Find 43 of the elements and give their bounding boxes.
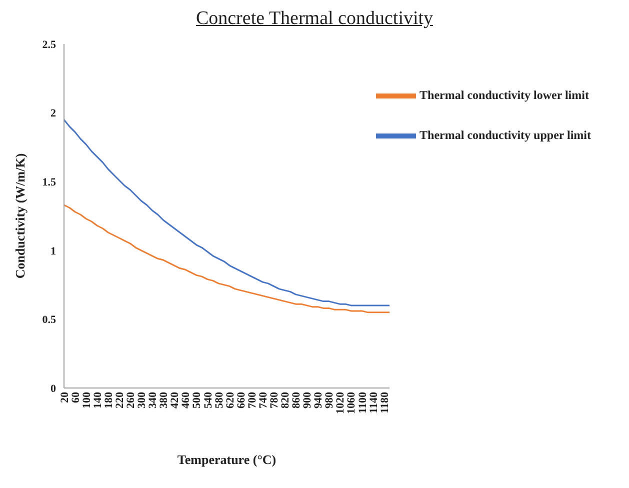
legend-label: Thermal conductivity upper limit [420,128,591,142]
y-axis-title: Conductivity (W/m/K) [12,153,28,279]
x-tick-label: 1140 [368,392,380,414]
x-tick-label: 380 [158,392,170,408]
x-tick-label: 660 [235,392,248,408]
x-tick-label: 1020 [334,392,347,414]
x-tick-label: 780 [268,392,280,408]
x-tick-label: 500 [191,392,204,408]
legend-label: Thermal conductivity lower limit [420,88,589,102]
x-tick-label: 460 [180,392,192,408]
chart-title: Concrete Thermal conductivity [194,8,434,30]
x-tick-label: 180 [102,392,115,408]
x-axis-title: Temperature (°C) [177,452,276,467]
x-tick-label: 220 [114,392,126,408]
x-tick-label: 420 [169,392,182,408]
x-tick-label: 700 [246,392,258,408]
y-tick-label: 2.5 [42,38,56,51]
x-tick-label: 580 [213,392,226,408]
y-tick-label: 0.5 [42,314,56,326]
x-tick-label: 340 [147,392,160,408]
x-tick-label: 1180 [378,392,391,414]
y-tick-label: 1 [50,245,56,258]
line-series [63,204,390,314]
x-tick-label: 1100 [356,392,369,414]
line-series [63,118,390,306]
x-tick-label: 900 [302,392,314,408]
x-tick-label: 260 [125,392,138,408]
x-tick-label: 140 [92,392,104,408]
y-tick-label: 2 [50,108,56,120]
x-tick-label: 980 [324,392,336,408]
x-tick-label: 860 [290,392,303,408]
y-tick-label: 0 [50,382,56,395]
x-tick-label: 20 [58,392,71,403]
x-tick-label: 620 [224,392,236,408]
x-tick-label: 540 [202,392,214,408]
x-tick-label: 820 [280,392,292,408]
x-tick-label: 740 [257,392,270,408]
x-tick-label: 300 [136,392,148,408]
x-tick-label: 1060 [346,392,358,414]
x-tick-label: 100 [80,392,93,408]
y-tick-label: 1.5 [42,176,56,189]
x-tick-label: 940 [312,392,325,408]
x-tick-label: 60 [70,392,82,403]
